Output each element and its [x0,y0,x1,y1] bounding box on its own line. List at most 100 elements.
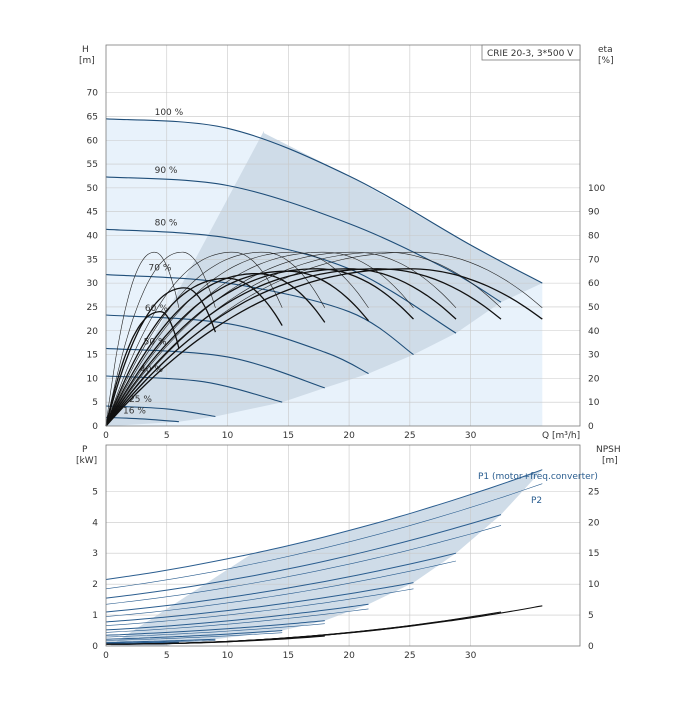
y-tick-npsh-10: 10 [588,580,600,590]
eta-curve-bold-4 [105,270,369,427]
y-tick-p-1: 1 [92,611,98,621]
power-operating-region [109,469,543,646]
y-tick-p-2: 2 [92,580,98,590]
head-curve-label-80: 80 % [155,218,178,228]
head-curve-80 [105,228,457,334]
eta-curve-bold-8 [105,268,543,427]
x-tick-q-20: 20 [343,431,355,441]
eta-curve-thin-7 [105,251,502,427]
y-tick-eta-90: 90 [588,208,600,218]
head-curve-70 [105,274,414,356]
eta-curve-bold-3 [105,272,326,427]
p2-curve-0 [105,483,543,590]
y-tick-p-5: 5 [92,487,98,497]
npsh-curve-5 [105,605,543,645]
eta-curve-thin-0 [105,251,180,427]
head-curve-label-25: 25 % [129,395,152,405]
x-tick-p-q-10: 10 [222,651,234,661]
power-grid [106,445,580,646]
x-label-q: Q [m³/h] [542,431,580,441]
eta-curve-bold-0 [105,311,180,427]
y-label-h: H [82,45,89,55]
power-axis-ticks: 0 5 10 15 20 25 30 0 1 2 3 4 5 0 5 10 15 20 25 [92,487,599,661]
y-tick-h-35: 35 [87,255,98,265]
p1-curve-1 [105,514,502,599]
y-label-npsh-unit: [m] [602,456,618,466]
head-curve-40 [105,375,283,403]
y-tick-eta-40: 40 [588,327,600,337]
power-npsh-curves [105,469,543,645]
head-curve-label-50: 50 % [144,337,167,347]
x-tick-q-10: 10 [222,431,234,441]
y-tick-npsh-5: 5 [588,611,594,621]
x-tick-q-30: 30 [465,431,477,441]
y-tick-eta-70: 70 [588,255,600,265]
p1-curve-2 [105,552,457,613]
y-tick-h-5: 5 [92,398,98,408]
eta-curve-bold-1 [105,287,217,427]
head-curve-100 [105,118,543,284]
p2-curve-4 [105,608,369,633]
eta-curve-thin-5 [105,251,414,427]
power-region-operating [109,469,543,646]
y-label-p-unit: [kW] [76,456,97,466]
x-tick-p-q-25: 25 [404,651,415,661]
y-label-npsh: NPSH [596,445,621,455]
x-tick-p-q-15: 15 [283,651,294,661]
y-tick-eta-0: 0 [588,422,594,432]
y-tick-npsh-25: 25 [588,487,599,497]
y-tick-h-10: 10 [87,374,99,384]
y-label-eta-unit: [%] [598,56,614,66]
x-tick-q-25: 25 [404,431,415,441]
p2-curve-7 [105,640,216,644]
y-tick-p-0: 0 [92,642,98,652]
legend-box-text: CRIE 20-3, 3*500 V [487,49,574,59]
y-label-h-unit: [m] [79,56,95,66]
y-tick-h-40: 40 [87,232,99,242]
x-tick-q-5: 5 [164,431,170,441]
y-tick-h-55: 55 [87,160,98,170]
p1-curve-6 [105,630,283,640]
x-tick-p-q-5: 5 [164,651,170,661]
head-curve-label-100: 100 % [155,108,184,118]
y-tick-eta-20: 20 [588,374,600,384]
y-tick-eta-100: 100 [588,184,605,194]
y-tick-h-15: 15 [87,351,98,361]
head-curve-label-90: 90 % [155,166,178,176]
head-curves: 100 %90 %80 %70 %60 %50 %40 %25 %16 % [105,108,543,423]
y-tick-p-4: 4 [92,518,98,528]
p2-curve-1 [105,525,502,605]
y-tick-npsh-0: 0 [588,642,594,652]
p2-curve-3 [105,588,414,626]
y-tick-h-20: 20 [87,327,99,337]
y-tick-h-50: 50 [87,184,99,194]
x-tick-q-0: 0 [103,431,109,441]
p1-curve-4 [105,603,369,631]
head-plot-frame [105,44,581,427]
y-label-p: P [82,445,88,455]
power-plot-frame [105,444,581,647]
x-tick-p-q-30: 30 [465,651,477,661]
y-tick-h-65: 65 [87,112,98,122]
head-curve-60 [105,314,369,375]
y-tick-h-25: 25 [87,303,98,313]
series-label-p1: P1 (motor+freq.converter) [478,472,598,482]
x-tick-p-q-20: 20 [343,651,355,661]
y-tick-eta-10: 10 [588,398,600,408]
x-tick-p-q-0: 0 [103,651,109,661]
eta-curve-thin-3 [105,251,326,427]
head-curve-label-70: 70 % [149,264,172,274]
eta-curve-bold-7 [105,268,502,427]
eta-curve-thin-6 [105,251,457,427]
y-tick-eta-80: 80 [588,232,600,242]
p2-curve-6 [105,632,283,641]
y-tick-h-0: 0 [92,422,98,432]
y-tick-npsh-15: 15 [588,549,599,559]
eta-curve-thin-4 [105,251,369,427]
y-tick-h-45: 45 [87,208,98,218]
eta-curve-bold-6 [105,268,457,427]
eta-curve-thin-2 [105,251,283,427]
p1-curve-3 [105,582,414,623]
x-tick-q-15: 15 [283,431,294,441]
